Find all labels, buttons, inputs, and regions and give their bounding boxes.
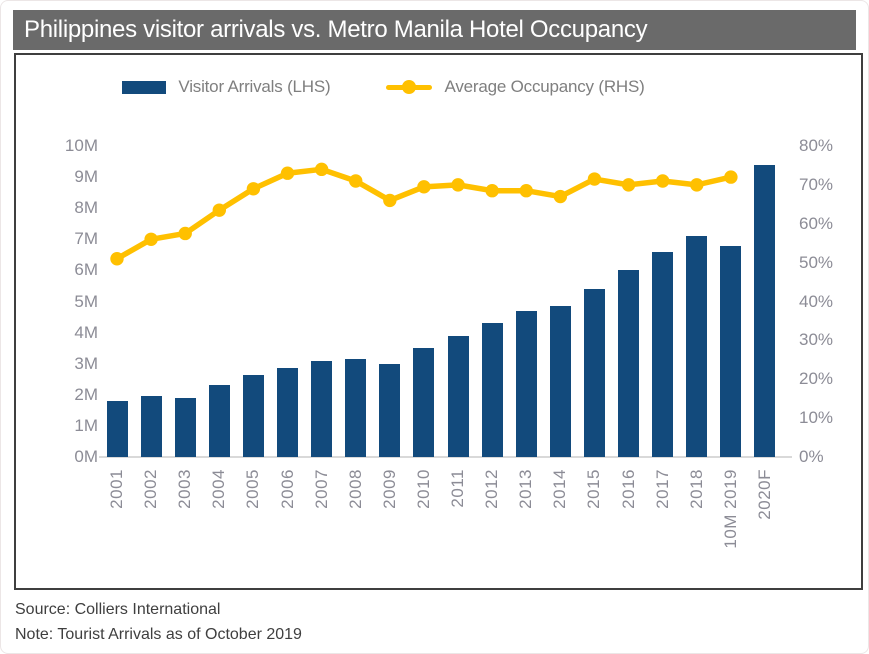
left-axis-ticks: 10M 9M 8M 7M 6M 5M 4M 3M 2M 1M 0M (34, 136, 98, 466)
occupancy-point-2016 (621, 178, 636, 192)
bar-2006 (277, 368, 299, 457)
line-series-label: Average Occupancy (RHS) (444, 77, 645, 96)
occupancy-point-10M 2019 (724, 170, 738, 184)
y-tick-right-0%: 0% (799, 447, 824, 466)
bar-10M 2019 (720, 245, 742, 457)
data-note: Note: Tourist Arrivals as of October 201… (15, 626, 302, 643)
occupancy-point-2008 (349, 174, 363, 188)
bar-2001 (106, 401, 128, 457)
occupancy-point-2006 (280, 166, 295, 180)
x-tick-2003: 2003 (175, 469, 195, 509)
occupancy-point-2015 (587, 172, 602, 186)
bar-2009 (379, 363, 401, 457)
occupancy-point-2010 (417, 180, 431, 194)
bar-series-swatch (122, 80, 167, 94)
y-tick-left-9M: 9M (74, 167, 98, 187)
x-tick-2010: 2010 (413, 469, 433, 509)
legend-item-average-occupancy: Average Occupancy (RHS) (386, 77, 645, 97)
bar-2014 (549, 306, 571, 457)
bar-2020F (754, 164, 776, 457)
occupancy-point-2009 (383, 193, 397, 208)
line-series-swatch (386, 80, 433, 94)
y-tick-right-20%: 20% (799, 369, 834, 389)
y-tick-right-70%: 70% (799, 174, 834, 194)
bar-2005 (242, 374, 264, 457)
y-tick-left-10M: 10M (64, 136, 98, 155)
x-tick-2001: 2001 (107, 469, 126, 509)
y-tick-left-1M: 1M (74, 415, 98, 435)
x-tick-2015: 2015 (584, 469, 604, 509)
occupancy-point-2012 (485, 184, 499, 198)
occupancy-point-2007 (314, 162, 329, 177)
bar-2015 (583, 289, 605, 457)
y-tick-right-30%: 30% (799, 330, 834, 350)
x-axis-labels: 2001 2002 2003 2004 2005 2006 2007 2008 2009 2010… (103, 469, 788, 587)
occupancy-point-2002 (144, 232, 158, 246)
bar-2013 (515, 310, 537, 457)
x-tick-2020F: 2020F (754, 469, 774, 520)
bar-2012 (481, 323, 503, 457)
occupancy-point-2005 (246, 182, 261, 196)
x-tick-2013: 2013 (516, 469, 536, 509)
y-tick-right-10%: 10% (799, 408, 834, 428)
bar-2004 (208, 385, 230, 457)
chart-footer: Source: Colliers International Note: Tou… (15, 597, 302, 647)
line-marker-icon (402, 80, 417, 94)
occupancy-point-2001 (110, 252, 124, 266)
x-tick-2005: 2005 (243, 469, 263, 509)
bar-2010 (413, 348, 435, 457)
y-tick-left-3M: 3M (74, 353, 98, 373)
x-tick-2011: 2011 (448, 469, 468, 508)
bar-2017 (652, 251, 674, 457)
bar-2008 (345, 359, 367, 457)
y-tick-right-40%: 40% (799, 291, 834, 311)
x-tick-2017: 2017 (652, 469, 672, 509)
y-tick-left-8M: 8M (74, 198, 98, 218)
x-tick-2006: 2006 (277, 469, 297, 509)
x-tick-2014: 2014 (550, 469, 570, 509)
occupancy-point-2003 (178, 226, 192, 241)
y-tick-left-4M: 4M (74, 322, 98, 342)
y-tick-left-6M: 6M (74, 260, 98, 280)
x-tick-2009: 2009 (379, 469, 399, 509)
x-axis-baseline (99, 456, 792, 458)
right-axis-ticks: 80% 70% 60% 50% 40% 30% 20% 10% 0% (799, 136, 861, 466)
x-tick-2004: 2004 (209, 469, 229, 509)
plot-area (99, 146, 792, 458)
legend-item-visitor-arrivals: Visitor Arrivals (LHS) (122, 77, 331, 97)
bar-2016 (618, 270, 640, 457)
y-tick-left-2M: 2M (74, 384, 98, 404)
x-tick-10M 2019: 10M 2019 (720, 469, 740, 549)
x-tick-2018: 2018 (686, 469, 706, 509)
occupancy-point-2017 (655, 174, 670, 188)
chart-legend: Visitor Arrivals (LHS) Average Occupancy… (1, 77, 806, 97)
x-tick-2002: 2002 (141, 469, 161, 509)
bar-2018 (686, 236, 708, 457)
occupancy-line (110, 162, 738, 266)
occupancy-point-2014 (553, 189, 568, 204)
y-tick-left-0M: 0M (74, 447, 98, 466)
chart-title: Philippines visitor arrivals vs. Metro M… (13, 10, 856, 50)
occupancy-point-2004 (212, 203, 227, 217)
x-tick-2007: 2007 (311, 469, 331, 509)
bar-2011 (447, 335, 469, 457)
y-tick-right-60%: 60% (799, 213, 834, 233)
bar-2002 (140, 396, 162, 457)
x-tick-2016: 2016 (618, 469, 638, 509)
y-tick-left-7M: 7M (74, 229, 98, 249)
occupancy-point-2011 (451, 178, 465, 192)
occupancy-point-2013 (519, 184, 533, 198)
bar-2007 (311, 360, 333, 457)
source-note: Source: Colliers International (15, 601, 221, 618)
occupancy-point-2018 (690, 178, 704, 192)
chart-area: Visitor Arrivals (LHS) Average Occupancy… (14, 53, 863, 590)
y-tick-right-80%: 80% (799, 136, 834, 155)
bar-series-label: Visitor Arrivals (LHS) (178, 77, 331, 96)
x-tick-2012: 2012 (482, 469, 502, 509)
bar-2003 (174, 397, 196, 457)
y-tick-left-5M: 5M (74, 291, 98, 311)
x-tick-2008: 2008 (345, 469, 365, 509)
y-tick-right-50%: 50% (799, 252, 834, 272)
